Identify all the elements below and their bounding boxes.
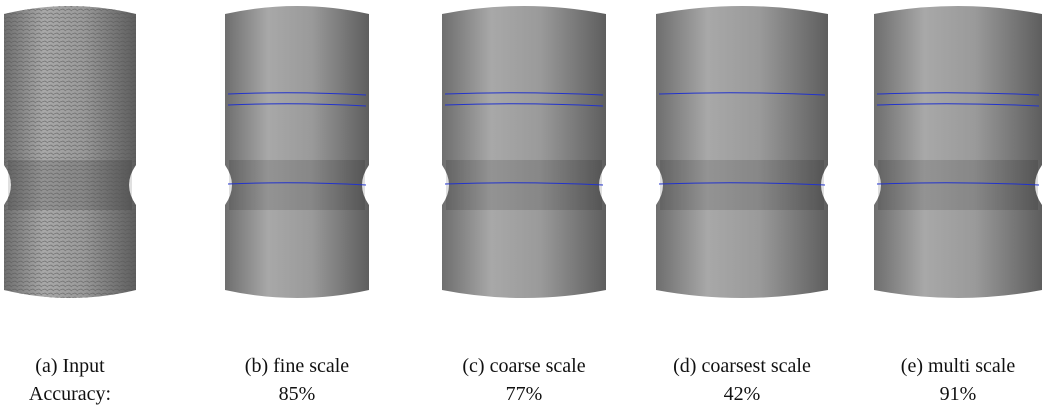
waist-shadow [660,160,824,210]
noise [4,6,136,298]
caption: (e) multi scale [901,355,1016,377]
caption: (c) coarse scale [462,355,585,377]
cylinder [656,6,828,298]
caption: (d) coarsest scale [673,355,811,377]
accuracy: 85% [279,383,316,405]
accuracy: 77% [506,383,543,405]
waist-shadow [446,160,602,210]
panels: (a) Input Accuracy: (b) fine scale 85% (c) c… [4,6,1042,405]
waist-shadow [878,160,1038,210]
caption: (b) fine scale [245,355,350,377]
cylinder [225,6,369,298]
accuracy: 91% [940,383,977,405]
accuracy: 42% [724,383,761,405]
figure: (a) Input Accuracy: (b) fine scale 85% (c) c… [0,0,1045,412]
waist-shadow [229,160,365,210]
cylinder [874,6,1042,298]
accuracy: Accuracy: [29,383,111,405]
cylinder [442,6,606,298]
caption: (a) Input [35,355,105,377]
